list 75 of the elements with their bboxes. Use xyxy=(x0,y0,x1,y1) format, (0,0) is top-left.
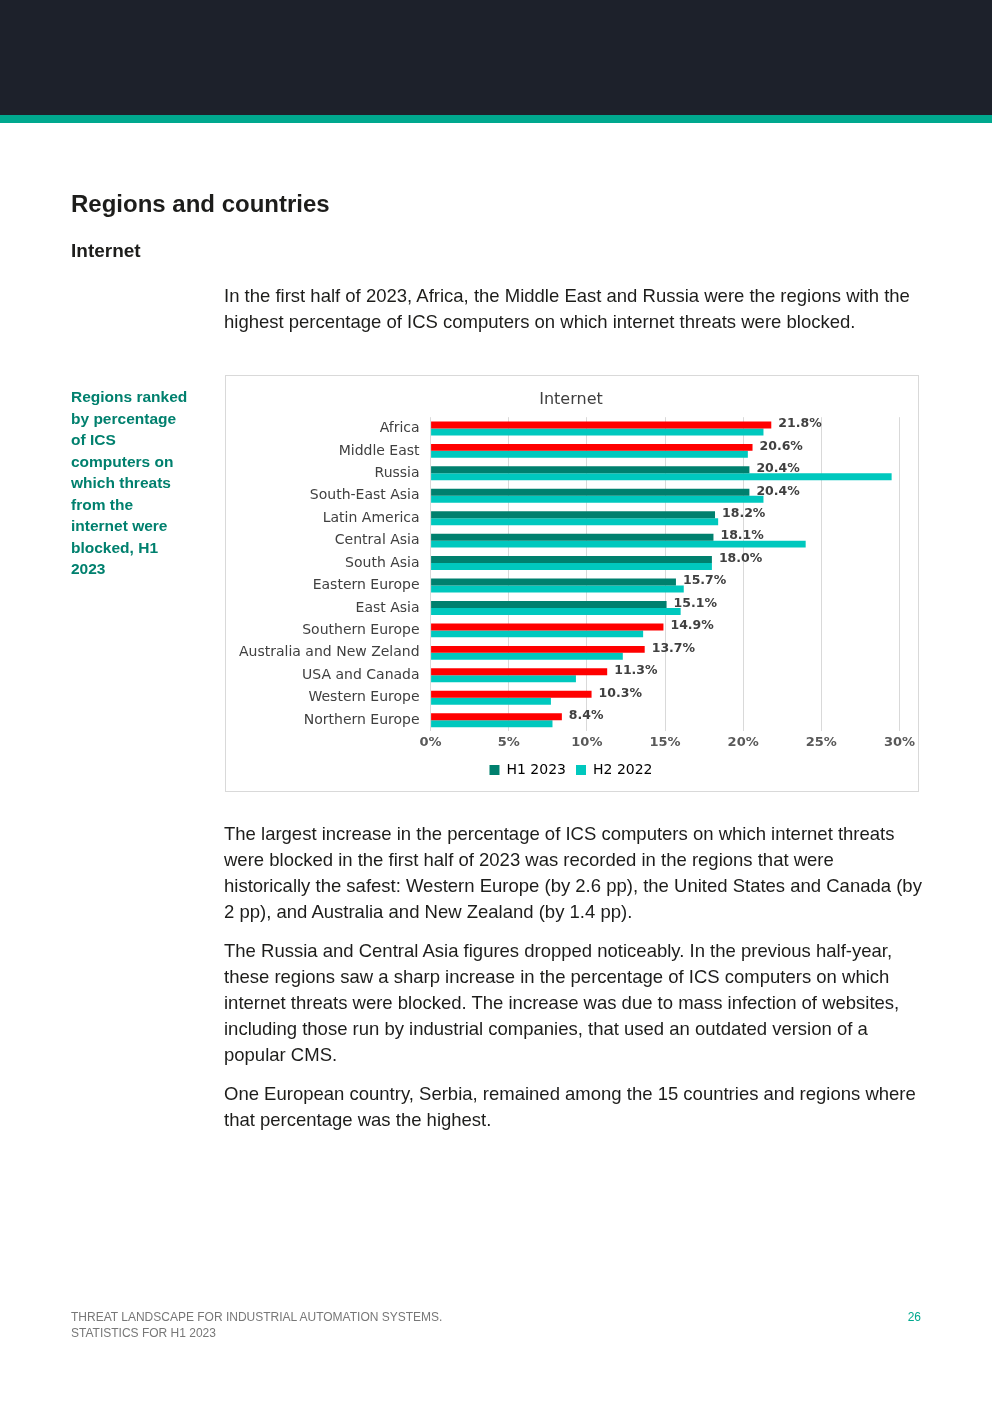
text: THREAT LANDSCAPE FOR INDUSTRIAL AUTOMATION SYSTEMS. xyxy=(71,1310,444,1324)
x-tick-label: 20% xyxy=(727,733,759,749)
bar xyxy=(431,533,714,541)
text: The Russia and Central Asia figures dropped noticeably. In the previous half-year, these regions saw a sharp increase in the percentage of ICS computers on which internet threats were blocked. The increase was due to mass infection of websites, including those run by industrial companies, that used an outdated version of a popular CMS. xyxy=(224,939,901,1067)
text: Regions ranked by percentage of ICS computers on which threats from the internet were blocked, H1 2023 xyxy=(71,388,188,577)
bar xyxy=(431,645,645,653)
y-tick-label: Northern Europe xyxy=(303,710,420,727)
legend-label: H2 2022 xyxy=(593,760,653,777)
bar xyxy=(431,556,712,564)
data-label: 18.0% xyxy=(718,549,763,565)
chart-title: Internet xyxy=(539,388,603,408)
bar xyxy=(431,428,764,436)
bar xyxy=(431,495,764,503)
bar xyxy=(431,601,667,608)
y-tick-label: East Asia xyxy=(355,598,420,615)
y-tick-label: USA and Canada xyxy=(302,665,420,682)
y-tick-label: Latin America xyxy=(322,508,420,525)
bar xyxy=(431,540,806,548)
bar xyxy=(431,713,562,721)
x-tick-label: 10% xyxy=(571,733,603,749)
x-tick-label: 5% xyxy=(497,733,520,749)
bar xyxy=(431,450,748,458)
bar xyxy=(431,697,551,705)
text: Internet xyxy=(71,240,142,262)
bar xyxy=(431,518,719,526)
bar xyxy=(431,623,664,631)
y-tick-label: Western Europe xyxy=(308,688,420,705)
x-tick-label: 0% xyxy=(419,733,442,749)
y-tick-label: South-East Asia xyxy=(309,486,420,503)
y-tick-label: Southern Europe xyxy=(302,621,420,638)
bar xyxy=(431,652,623,660)
y-tick-label: Africa xyxy=(379,419,420,436)
y-tick-label: Eastern Europe xyxy=(312,576,420,593)
data-label: 21.8% xyxy=(778,415,823,431)
text: In the first half of 2023, Africa, the Middle East and Russia were the regions with the highest percentage of ICS computers on which internet threats were blocked. xyxy=(224,284,911,334)
text: One European country, Serbia, remained among the 15 countries and regions where that percentage was the highest. xyxy=(224,1082,917,1132)
text: 26 xyxy=(906,1310,921,1324)
bar xyxy=(431,607,681,615)
data-label: 20.6% xyxy=(759,437,804,453)
data-label: 18.1% xyxy=(720,527,765,543)
bar xyxy=(431,690,592,698)
data-label: 20.4% xyxy=(756,482,801,498)
data-label: 15.7% xyxy=(682,572,727,588)
y-tick-label: Russia xyxy=(374,463,420,480)
data-label: 20.4% xyxy=(756,460,801,476)
data-label: 18.2% xyxy=(722,504,766,520)
text: The largest increase in the percentage of ICS computers on which internet threats were blocked in the first half of 2023 was recorded in the regions that were historically the safest: Western Europe (by 2.6 pp), the United States and Canada (by 2 pp), and Australia and New Zealand (by 1.4 pp). xyxy=(224,822,923,924)
data-label: 10.3% xyxy=(598,684,643,700)
bar xyxy=(431,511,716,519)
data-label: 15.1% xyxy=(673,594,718,610)
data-label: 11.3% xyxy=(614,662,659,678)
bar xyxy=(431,675,576,683)
bar xyxy=(431,720,553,728)
bar xyxy=(431,466,750,474)
data-label: 8.4% xyxy=(568,706,605,722)
y-tick-label: Central Asia xyxy=(334,531,420,548)
x-tick-label: 15% xyxy=(649,733,681,749)
bar xyxy=(431,578,676,586)
legend-label: H1 2023 xyxy=(506,760,566,777)
bar xyxy=(431,668,608,676)
text: Regions and countries xyxy=(71,190,331,218)
text: STATISTICS FOR H1 2023 xyxy=(71,1326,217,1340)
bar xyxy=(431,563,712,571)
bar xyxy=(431,488,750,496)
data-label: 14.9% xyxy=(670,617,715,633)
y-tick-label: South Asia xyxy=(345,553,420,570)
y-tick-label: Australia and New Zeland xyxy=(238,643,420,660)
bar xyxy=(431,421,772,429)
data-label: 13.7% xyxy=(651,639,696,655)
bar xyxy=(431,630,644,638)
bar xyxy=(431,473,892,481)
y-tick-label: Middle East xyxy=(338,441,421,458)
x-tick-label: 25% xyxy=(805,733,837,749)
x-tick-label: 30% xyxy=(883,733,915,749)
bar xyxy=(431,443,753,451)
